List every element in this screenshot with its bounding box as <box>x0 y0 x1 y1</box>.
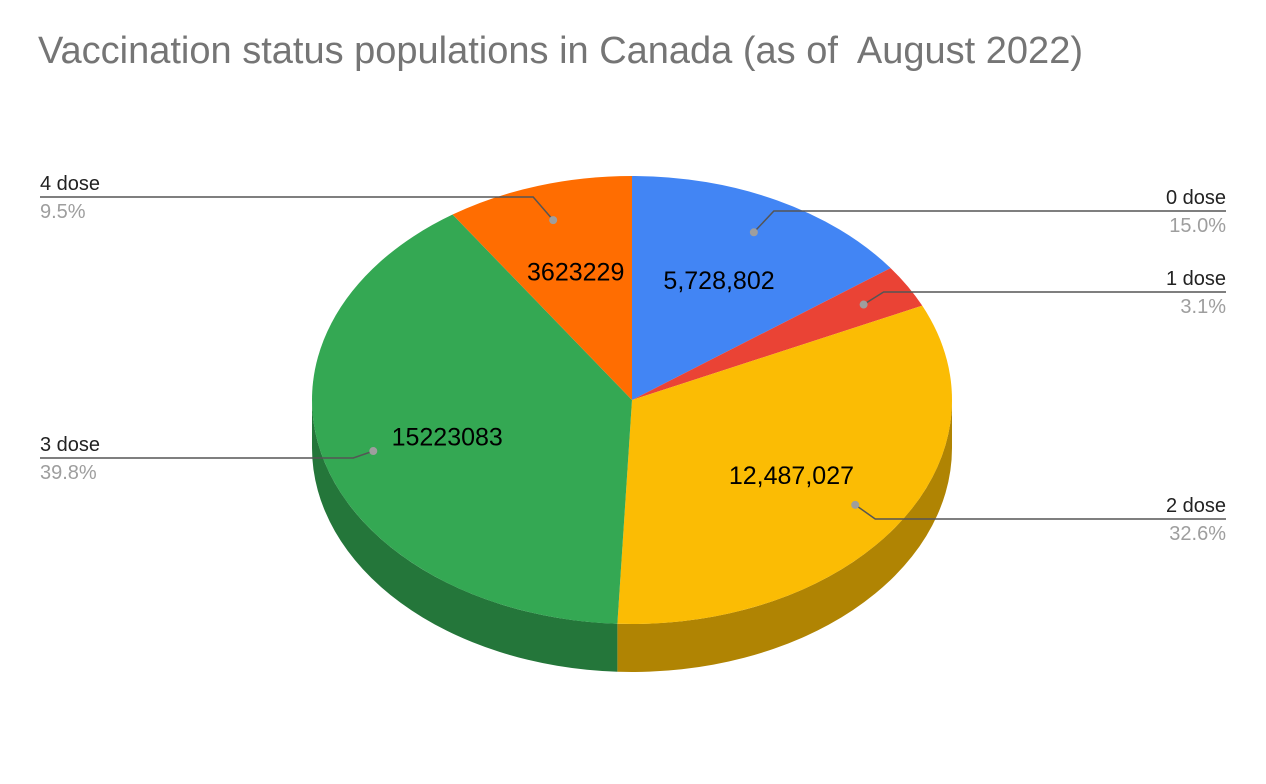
leader-line-2-dose <box>854 504 1226 520</box>
slice-4-dose <box>452 176 632 400</box>
legend-percent-2-dose: 32.6% <box>1169 523 1226 545</box>
leader-anchor-3-dose <box>369 447 378 456</box>
legend-percent-0-dose: 15.0% <box>1169 215 1226 237</box>
slice-value-label-3-dose: 15223083 <box>392 423 503 451</box>
slice-2-dose <box>617 305 952 624</box>
legend-name-1-dose: 1 dose <box>1166 268 1226 290</box>
chart-title: Vaccination status populations in Canada… <box>38 30 1083 72</box>
slice-1-dose <box>632 268 923 400</box>
leader-line-4-dose <box>40 196 554 221</box>
slice-side-3-dose <box>312 400 618 672</box>
pie-sides <box>312 400 953 672</box>
legend-name-3-dose: 3 dose <box>40 434 100 456</box>
slice-value-label-4-dose: 3623229 <box>527 259 624 287</box>
leader-line-3-dose <box>40 450 374 459</box>
leader-anchor-2-dose <box>851 500 860 509</box>
legend-percent-3-dose: 39.8% <box>40 462 97 484</box>
legend-name-0-dose: 0 dose <box>1166 187 1226 209</box>
legend-percent-1-dose: 3.1% <box>1180 296 1226 318</box>
leader-anchor-4-dose <box>549 216 558 225</box>
slice-value-label-2-dose: 12,487,027 <box>729 462 854 490</box>
legend-name-2-dose: 2 dose <box>1166 495 1226 517</box>
pie-slices <box>311 176 952 624</box>
slice-value-labels: 5,728,802 12,487,027 15223083 3623229 <box>392 259 854 490</box>
slice-3-dose <box>311 214 632 624</box>
leader-anchor-1-dose <box>859 300 868 309</box>
legend-name-4-dose: 4 dose <box>40 173 100 195</box>
leader-anchor-0-dose <box>749 228 758 237</box>
slice-value-label-0-dose: 5,728,802 <box>663 267 774 295</box>
slice-0-dose <box>632 176 891 400</box>
slice-legend-labels: 0 dose 15.0% 1 dose 3.1% 2 dose 32.6% 3 dose 39… <box>40 173 1226 545</box>
leader-line-0-dose <box>753 210 1226 233</box>
legend-percent-4-dose: 9.5% <box>40 201 86 223</box>
slice-side-2-dose <box>617 400 953 672</box>
leader-line-1-dose <box>863 291 1226 306</box>
